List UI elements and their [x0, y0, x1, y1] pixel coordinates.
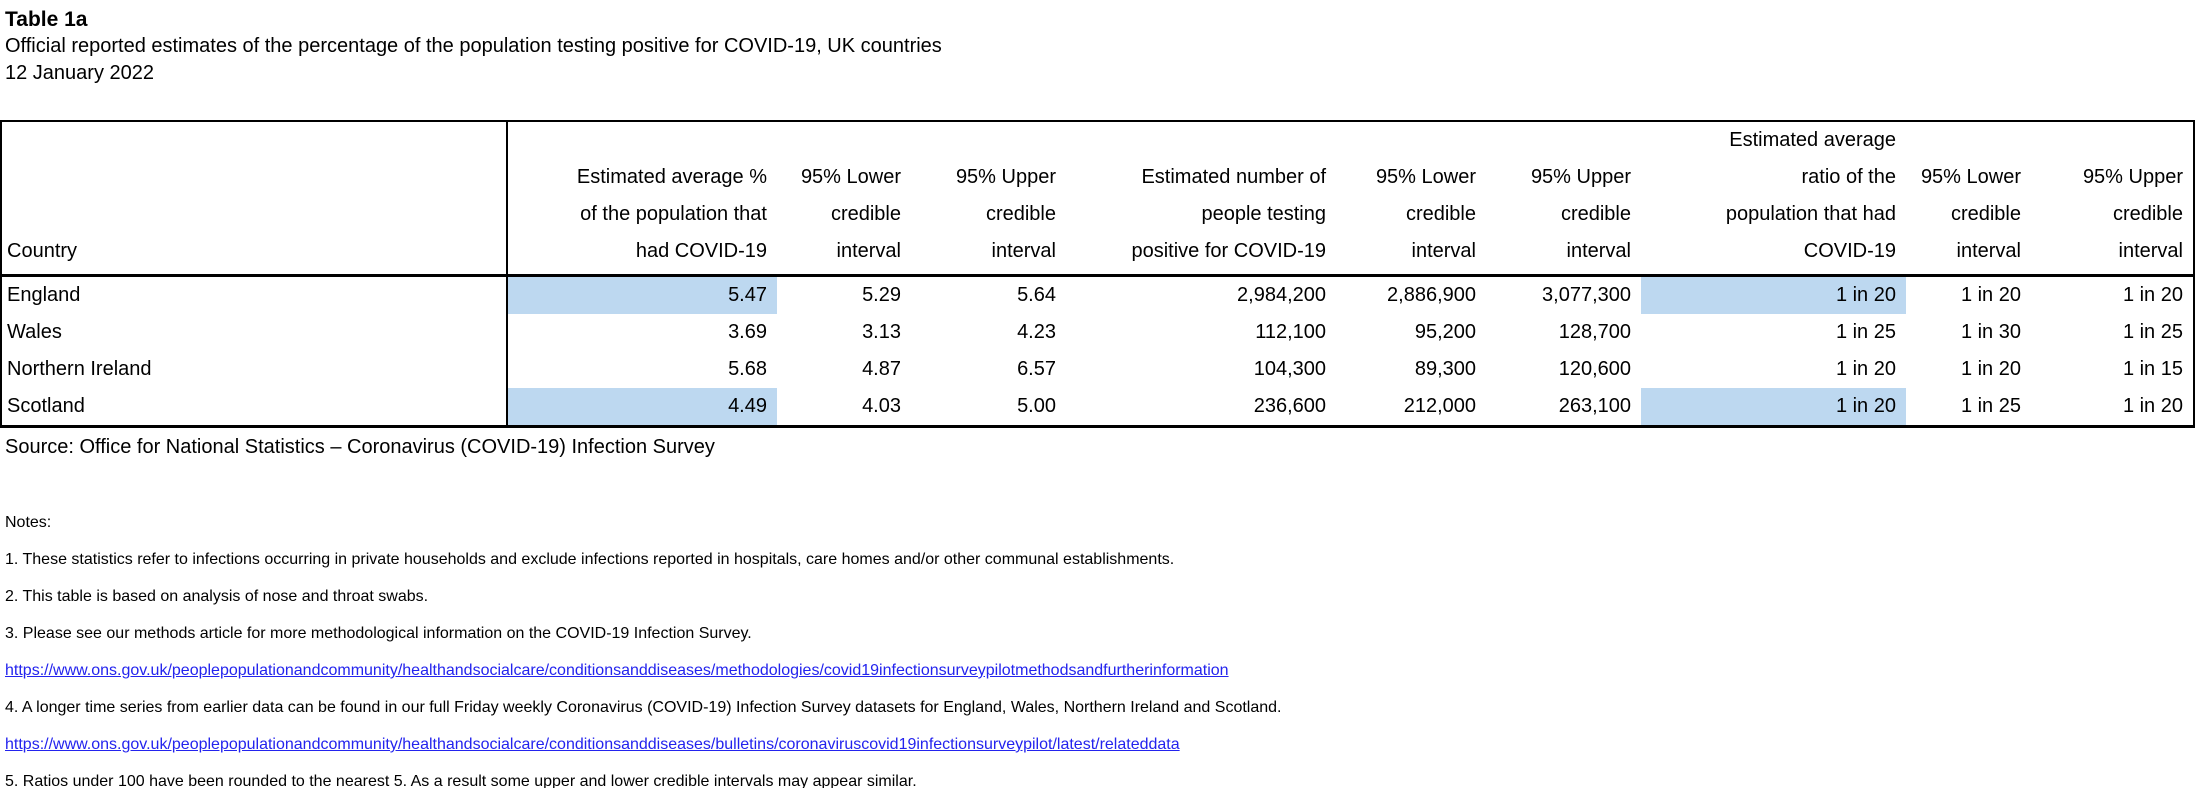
- table-cell: 4.23: [1017, 321, 1056, 343]
- table-cell: 212,000: [1403, 395, 1476, 417]
- country-cell: Northern Ireland: [1, 351, 508, 388]
- table-cell: 1 in 30: [1960, 321, 2021, 343]
- table-cell: 5.47: [507, 275, 777, 314]
- table-cell: 1 in 20: [1641, 388, 1906, 427]
- note-line-2: 2. This table is based on analysis of no…: [5, 588, 429, 605]
- col-header-lower-ci-ratio: 95% Lower credible interval: [1906, 121, 2031, 277]
- table-cell: 5.00: [1017, 395, 1056, 417]
- notes-heading: Notes:: [5, 514, 52, 531]
- table-cell: 263,100: [1558, 395, 1631, 417]
- table-cell: 2,886,900: [1387, 284, 1476, 306]
- country-cell: Scotland: [1, 388, 508, 427]
- table-cell: 104,300: [1253, 358, 1326, 380]
- table-cell: 4.49: [507, 388, 777, 427]
- page-subtitle: Official reported estimates of the perce…: [5, 35, 942, 57]
- table-cell: 5.68: [728, 358, 767, 380]
- country-cell: England: [1, 275, 508, 314]
- col-header-estimated-number: Estimated number of people testing posit…: [1066, 121, 1336, 277]
- table-row-scotland: Scotland 4.49 4.03 5.00 236,600 212,000 …: [1, 388, 2194, 427]
- methods-article-link[interactable]: https://www.ons.gov.uk/peoplepopulationa…: [5, 662, 1229, 679]
- col-header-estimated-ratio: Estimated average ratio of the populatio…: [1641, 121, 1906, 277]
- table-cell: 1 in 25: [1960, 395, 2021, 417]
- table-cell: 1 in 25: [1835, 321, 1896, 343]
- table-cell: 1 in 25: [2122, 321, 2183, 343]
- table-cell: 5.64: [1017, 284, 1056, 306]
- table-cell: 4.03: [862, 395, 901, 417]
- col-header-estimated-percent: Estimated average % of the population th…: [507, 121, 777, 277]
- table-row-northern-ireland: Northern Ireland 5.68 4.87 6.57 104,300 …: [1, 351, 2194, 388]
- col-header-lower-ci-number: 95% Lower credible interval: [1336, 121, 1486, 277]
- table-cell: 3.69: [728, 321, 767, 343]
- col-header-upper-ci-ratio: 95% Upper credible interval: [2031, 121, 2194, 277]
- source-attribution: Source: Office for National Statistics –…: [5, 436, 715, 458]
- table-cell: 120,600: [1558, 358, 1631, 380]
- table-cell: 95,200: [1414, 321, 1476, 343]
- table-cell: 1 in 20: [1835, 358, 1896, 380]
- table-cell: 1 in 20: [1641, 275, 1906, 314]
- col-header-upper-ci-percent: 95% Upper credible interval: [911, 121, 1066, 277]
- col-header-upper-ci-number: 95% Upper credible interval: [1486, 121, 1641, 277]
- table-cell: 4.87: [862, 358, 901, 380]
- table-cell: 3.13: [862, 321, 901, 343]
- country-cell: Wales: [1, 314, 508, 351]
- col-header-lower-ci-percent: 95% Lower credible interval: [777, 121, 911, 277]
- table-cell: 236,600: [1253, 395, 1326, 417]
- page-date: 12 January 2022: [5, 62, 155, 84]
- table-cell: 1 in 20: [1960, 358, 2021, 380]
- table-cell: 6.57: [1017, 358, 1056, 380]
- page-title: Table 1a: [5, 8, 88, 31]
- table-cell: 128,700: [1558, 321, 1631, 343]
- note-line-4: 4. A longer time series from earlier dat…: [5, 699, 1282, 716]
- table-cell: 5.29: [862, 284, 901, 306]
- table-cell: 1 in 20: [2122, 395, 2183, 417]
- note-line-1: 1. These statistics refer to infections …: [5, 551, 1175, 568]
- title-block: Table 1a Official reported estimates of …: [0, 0, 2208, 87]
- table-row-england: England 5.47 5.29 5.64 2,984,200 2,886,9…: [1, 275, 2194, 314]
- table-cell: 112,100: [1255, 321, 1326, 343]
- notes-section: Notes: 1. These statistics refer to infe…: [5, 504, 2208, 788]
- header-row: Country Estimated average % of the popul…: [1, 121, 2194, 277]
- table-cell: 89,300: [1414, 358, 1476, 380]
- table-cell: 3,077,300: [1542, 284, 1631, 306]
- note-line-3: 3. Please see our methods article for mo…: [5, 625, 752, 642]
- related-data-link[interactable]: https://www.ons.gov.uk/peoplepopulationa…: [5, 736, 1180, 753]
- table-cell: 2,984,200: [1237, 284, 1326, 306]
- covid-estimates-table: Country Estimated average % of the popul…: [0, 120, 2195, 428]
- table-cell: 1 in 20: [2122, 284, 2183, 306]
- table-cell: 1 in 15: [2122, 358, 2183, 380]
- col-header-country: Country: [1, 121, 508, 277]
- table-row-wales: Wales 3.69 3.13 4.23 112,100 95,200 128,…: [1, 314, 2194, 351]
- note-line-5: 5. Ratios under 100 have been rounded to…: [5, 773, 917, 788]
- table-cell: 1 in 20: [1960, 284, 2021, 306]
